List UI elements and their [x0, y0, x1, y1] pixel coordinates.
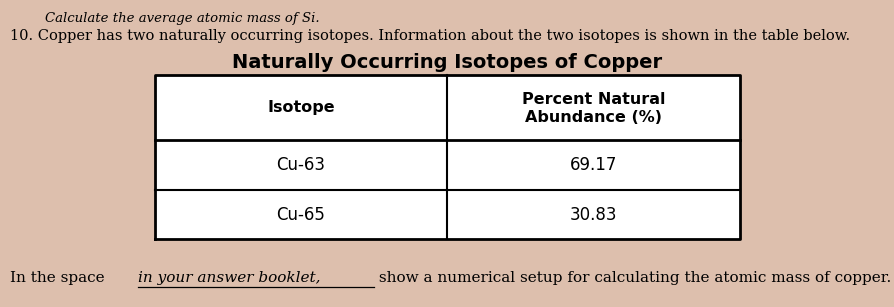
Text: Abundance (%): Abundance (%) [525, 110, 662, 125]
Text: 30.83: 30.83 [569, 205, 617, 223]
Text: 69.17: 69.17 [569, 156, 617, 174]
Text: In the space: In the space [10, 271, 109, 285]
Text: in your answer booklet,: in your answer booklet, [139, 271, 321, 285]
Text: Naturally Occurring Isotopes of Copper: Naturally Occurring Isotopes of Copper [232, 53, 662, 72]
Bar [155, 75, 739, 239]
Text: show a numerical setup for calculating the atomic mass of copper.: show a numerical setup for calculating t… [374, 271, 890, 285]
Text: Cu-65: Cu-65 [276, 205, 325, 223]
Text: Isotope: Isotope [267, 100, 334, 115]
Text: 10. Copper has two naturally occurring isotopes. Information about the two isoto: 10. Copper has two naturally occurring i… [10, 29, 849, 43]
Text: Calculate the average atomic mass of Si.: Calculate the average atomic mass of Si. [45, 12, 319, 25]
Text: Cu-63: Cu-63 [276, 156, 325, 174]
Text: Percent Natural: Percent Natural [521, 92, 664, 107]
